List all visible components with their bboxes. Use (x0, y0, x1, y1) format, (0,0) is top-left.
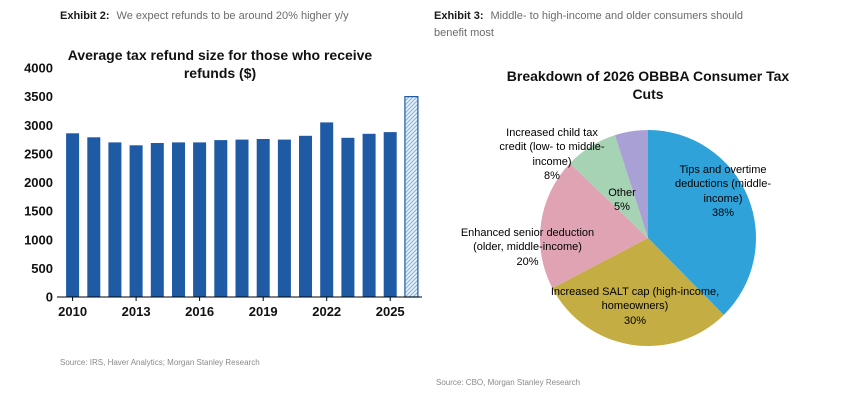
y-tick-label-1000: 1000 (24, 232, 53, 247)
pie-label-other: Other 5% (608, 187, 636, 214)
pie-slice-4 (614, 130, 648, 238)
bar-2020 (277, 139, 291, 297)
y-tick-label-500: 500 (31, 261, 53, 276)
exhibit-3-panel: Exhibit 3: Middle- to high-income and old… (430, 0, 860, 401)
exhibit-3-text: Middle- to high-income and older consume… (434, 10, 744, 39)
pie-slice-3 (569, 135, 648, 238)
bar-2017 (214, 140, 228, 297)
bar-2014 (150, 143, 164, 297)
bar-chart-title: Average tax refund size for those who re… (67, 47, 373, 82)
y-tick-label-1500: 1500 (24, 204, 53, 219)
y-tick-label-0: 0 (46, 290, 53, 305)
exhibit-2-source: Source: IRS, Haver Analytics; Morgan Sta… (60, 358, 260, 367)
bar-2015 (172, 142, 185, 297)
y-tick-label-4000: 4000 (24, 61, 53, 76)
bar-2012 (108, 142, 122, 297)
exhibit-2-text: We expect refunds to be around 20% highe… (116, 10, 349, 22)
exhibit-3-source: Source: CBO, Morgan Stanley Research (436, 378, 581, 387)
bar-2026 (404, 95, 419, 298)
pie-slice-1 (552, 238, 724, 347)
y-tick-label-2000: 2000 (24, 175, 53, 190)
pie-chart-title: Breakdown of 2026 OBBBA Consumer Tax Cut… (506, 68, 790, 103)
x-tick-label-2025: 2025 (376, 304, 405, 319)
y-tick-label-2500: 2500 (24, 146, 53, 161)
x-tick-label-2022: 2022 (312, 304, 341, 319)
exhibit-2-header: Exhibit 2: We expect refunds to be around… (60, 8, 422, 25)
bar-2011 (87, 137, 101, 297)
bar-2025 (383, 132, 397, 297)
bar-2019 (256, 139, 270, 297)
bar-2016 (193, 142, 207, 297)
y-tick-label-3500: 3500 (24, 89, 53, 104)
pie-slice-0 (648, 130, 756, 315)
bar-2023 (341, 137, 355, 297)
bar-2021 (299, 135, 312, 297)
pie-label-senior-deduction: Enhanced senior deduction (older, middle… (460, 227, 595, 268)
pie-chart: Tips and overtime deductions (middle-inc… (430, 120, 860, 360)
exhibit-2-label: Exhibit 2: (60, 10, 110, 22)
x-tick-label-2010: 2010 (58, 304, 87, 319)
pie-label-tips-overtime: Tips and overtime deductions (middle-inc… (675, 164, 771, 219)
pie-chart-svg (539, 130, 756, 347)
x-tick-label-2016: 2016 (185, 304, 214, 319)
pie-label-salt-cap: Increased SALT cap (high-income, homeown… (550, 286, 720, 327)
bar-2018 (235, 139, 249, 297)
x-tick-label-2019: 2019 (249, 304, 278, 319)
exhibit-3-label: Exhibit 3: (434, 10, 484, 22)
bar-2010 (66, 133, 80, 297)
exhibit-2-panel: Exhibit 2: We expect refunds to be around… (24, 8, 422, 367)
bar-chart-svg: 0 500 1000 1500 2000 2500 3000 3500 4000 2010 2013… (24, 61, 422, 319)
bar-2022 (320, 122, 334, 298)
y-tick-label-3000: 3000 (24, 118, 53, 133)
bar-2024 (362, 133, 376, 297)
pie-label-child-tax-credit: Increased child tax credit (low- to midd… (499, 127, 605, 182)
exhibit-3-header: Exhibit 3: Middle- to high-income and old… (434, 8, 779, 41)
bar-2013 (129, 145, 143, 297)
x-tick-label-2013: 2013 (122, 304, 151, 319)
pie-slice-2 (539, 163, 648, 289)
